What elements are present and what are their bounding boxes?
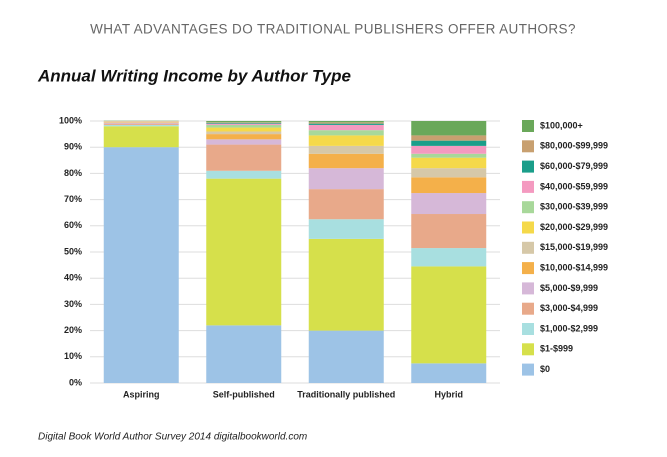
bar-segment [411,145,487,154]
bar-segment [308,130,384,136]
bar-segment [103,126,179,148]
legend-swatch [522,221,534,234]
legend-swatch [522,140,534,153]
legend-label: $1-$999 [540,344,573,354]
bar-segment [206,178,282,326]
legend-label: $5,000-$9,999 [540,283,598,293]
bar-segment [411,153,487,158]
bar-segment [411,193,487,215]
legend-label: $30,000-$39,999 [540,202,608,212]
bar-segment [308,219,384,239]
y-tick-label: 30% [64,299,82,309]
bar-segment [411,168,487,178]
y-tick-label: 50% [64,246,82,256]
legend-label: $80,000-$99,999 [540,141,608,151]
bar-segment [308,122,384,124]
bar-segment [206,139,282,145]
y-tick-label: 10% [64,351,82,361]
y-tick-label: 70% [64,194,82,204]
bar-segment [103,122,179,123]
x-tick-label: Hybrid [434,389,463,399]
bar-segment [103,122,179,124]
legend-label: $0 [540,364,550,374]
legend-swatch [522,323,534,335]
bar-segment [411,157,487,169]
bar-segment [206,134,282,140]
bar-segment [411,135,487,141]
bar-segment [411,266,487,364]
bar-segment [308,145,384,154]
bar-segment [308,135,384,146]
bar-segment [206,131,282,135]
bar-segment [308,238,384,331]
legend-swatch [522,302,534,315]
y-tick-label: 0% [69,377,82,387]
y-tick-label: 60% [64,220,82,230]
y-tick-label: 80% [64,168,82,178]
bar-segment [206,124,282,128]
bar-segment [411,248,487,267]
legend-swatch [522,201,534,214]
page-header: WHAT ADVANTAGES DO TRADITIONAL PUBLISHER… [90,22,576,37]
bar-segment [103,124,179,127]
bar-segment [411,177,487,194]
bar-segment [411,214,487,249]
x-tick-label: Traditionally published [297,389,395,399]
legend-swatch [522,262,534,275]
legend-swatch [522,343,534,356]
bar-segment [308,124,384,131]
legend-label: $40,000-$59,999 [540,181,608,191]
bar-segment [411,121,487,136]
bar-segment [206,170,282,179]
legend-swatch [522,120,534,132]
bar-segment [308,121,384,123]
chart-title: Annual Writing Income by Author Type [37,66,351,85]
legend-label: $15,000-$19,999 [540,242,608,252]
legend-label: $1,000-$2,999 [540,323,598,333]
bar-segment [308,189,384,220]
bar-segment [411,363,487,383]
legend-swatch [522,160,534,173]
legend-label: $60,000-$79,999 [540,161,608,171]
legend-swatch [522,282,534,295]
legend-swatch [522,241,534,254]
bar-segment [308,153,384,169]
bar-segment [206,144,282,171]
footer: Digital Book World Author Survey 2014 di… [38,432,307,443]
bar-segment [308,168,384,190]
y-tick-label: 20% [64,325,82,335]
bar-segment [206,122,282,124]
y-tick-label: 40% [64,273,82,283]
y-tick-label: 100% [59,115,82,125]
legend-label: $20,000-$29,999 [540,222,608,232]
y-tick-label: 90% [64,142,82,152]
x-tick-label: Self-published [213,389,275,399]
bar-segment [411,140,487,146]
bar-segment [103,123,179,125]
legend-label: $100,000+ [540,120,583,130]
bar-segment [103,121,179,123]
legend-label: $3,000-$4,999 [540,303,598,313]
bar-segment [206,127,282,132]
bar-segment [206,123,282,125]
bar-segment [308,123,384,125]
legend-swatch [522,180,534,193]
x-tick-label: Aspiring [123,389,160,399]
legend-swatch [522,363,534,376]
bar-segment [308,330,384,383]
bar-segment [103,147,179,383]
legend-label: $10,000-$14,999 [540,262,608,272]
bar-segment [206,325,282,383]
bar-segment [206,121,282,123]
bar-segment [206,122,282,123]
